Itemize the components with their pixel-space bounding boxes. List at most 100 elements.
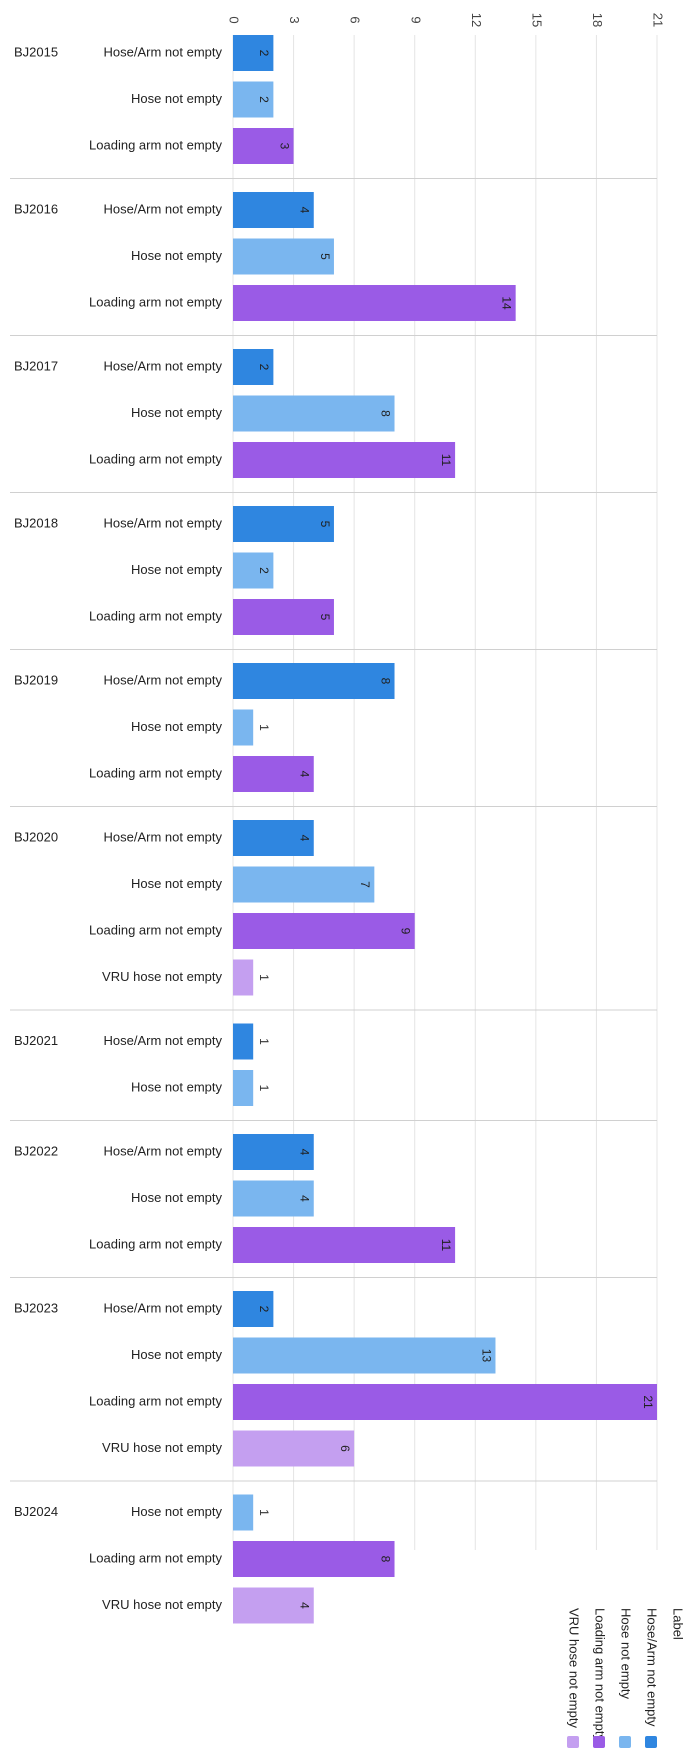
- bar-value-label: 7: [358, 881, 372, 888]
- bar-category-label: Loading arm not empty: [89, 765, 222, 780]
- bar-category-label: Hose/Arm not empty: [104, 1033, 223, 1048]
- bar-value-label: 2: [257, 96, 271, 103]
- bar-value-label: 1: [257, 1085, 271, 1092]
- x-tick-label: 12: [469, 13, 484, 27]
- group-label-BJ2020: BJ2020: [14, 829, 58, 844]
- group-label-BJ2019: BJ2019: [14, 672, 58, 687]
- group-label-BJ2016: BJ2016: [14, 201, 58, 216]
- bar-category-label: Hose not empty: [131, 91, 223, 106]
- bar-value-label: 11: [439, 454, 453, 467]
- legend-title: Label: [671, 1608, 686, 1640]
- bar-value-label: 9: [399, 928, 413, 935]
- bar-BJ2022-1: [233, 1180, 314, 1217]
- bar-value-label: 4: [298, 1602, 312, 1609]
- group-label-BJ2018: BJ2018: [14, 515, 58, 530]
- bar-BJ2019-0: [233, 663, 395, 699]
- legend-swatch: [567, 1736, 579, 1748]
- x-tick-label: 0: [227, 16, 242, 23]
- bar-BJ2021-0: [233, 1023, 254, 1060]
- bar-category-label: Loading arm not empty: [89, 922, 222, 937]
- bar-BJ2022-2: [233, 1227, 456, 1263]
- bar-BJ2018-1: [233, 552, 274, 589]
- x-axis-ticks: 0 3 6 9 12 15 18 21: [227, 13, 666, 27]
- legend-item-label: VRU hose not empty: [567, 1608, 582, 1728]
- bar-category-label: Hose not empty: [131, 1504, 223, 1519]
- bar-value-label: 4: [298, 835, 312, 842]
- bar-BJ2020-0: [233, 820, 314, 856]
- bar-BJ2024-1: [233, 1541, 395, 1577]
- bar-BJ2023-0: [233, 1291, 274, 1327]
- bar-value-label: 4: [298, 1195, 312, 1202]
- group-label-BJ2022: BJ2022: [14, 1143, 58, 1158]
- bar-value-label: 2: [257, 1306, 271, 1313]
- bar-value-label: 4: [298, 207, 312, 214]
- bar-category-label: Loading arm not empty: [89, 1550, 222, 1565]
- bar-category-label: Hose not empty: [131, 248, 223, 263]
- bar-BJ2015-1: [233, 81, 274, 118]
- bar-category-label: Loading arm not empty: [89, 451, 222, 466]
- bar-category-label: Hose/Arm not empty: [104, 44, 223, 59]
- bar-value-label: 8: [378, 1556, 392, 1563]
- bar-category-label: Loading arm not empty: [89, 1393, 222, 1408]
- bar-BJ2016-2: [233, 285, 516, 321]
- bar-category-label: Hose/Arm not empty: [104, 515, 223, 530]
- group-label-BJ2023: BJ2023: [14, 1300, 58, 1315]
- bar-category-label: Hose not empty: [131, 1190, 223, 1205]
- bar-value-label: 5: [318, 614, 332, 621]
- bar-value-label: 5: [318, 253, 332, 260]
- bar-value-label: 8: [378, 410, 392, 417]
- bar-BJ2023-1: [233, 1337, 496, 1374]
- bar-category-label: Hose/Arm not empty: [104, 672, 223, 687]
- group-separators: [10, 178, 657, 1482]
- legend-swatch: [593, 1736, 605, 1748]
- bar-category-label: Loading arm not empty: [89, 294, 222, 309]
- group-label-BJ2017: BJ2017: [14, 358, 58, 373]
- bar-category-label: Loading arm not empty: [89, 1236, 222, 1251]
- x-tick-label: 9: [408, 16, 423, 23]
- bar-category-label: Loading arm not empty: [89, 608, 222, 623]
- group-label-BJ2024: BJ2024: [14, 1504, 58, 1519]
- bar-category-label: VRU hose not empty: [102, 1597, 222, 1612]
- bar-BJ2023-2: [233, 1384, 657, 1420]
- bar-category-label: Hose not empty: [131, 719, 223, 734]
- bar-value-label: 14: [499, 296, 513, 310]
- bar-BJ2017-0: [233, 349, 274, 385]
- bar-value-label: 2: [257, 50, 271, 57]
- group-label-BJ2021: BJ2021: [14, 1033, 58, 1048]
- bar-value-label: 4: [298, 1149, 312, 1156]
- bar-value-label: 1: [257, 1509, 271, 1516]
- bar-category-label: Hose not empty: [131, 562, 223, 577]
- legend-swatch: [619, 1736, 631, 1748]
- bar-BJ2015-2: [233, 128, 294, 164]
- bar-value-label: 8: [378, 678, 392, 685]
- x-tick-label: 6: [348, 16, 363, 23]
- legend-item-label: Hose not empty: [619, 1608, 634, 1700]
- bar-BJ2024-0: [233, 1494, 254, 1531]
- bar-category-label: Hose/Arm not empty: [104, 1143, 223, 1158]
- bar-BJ2020-3: [233, 959, 254, 996]
- x-tick-label: 3: [287, 16, 302, 23]
- x-tick-label: 18: [590, 13, 605, 27]
- bar-value-label: 6: [338, 1445, 352, 1452]
- bar-category-label: Hose not empty: [131, 1347, 223, 1362]
- bar-category-label: Hose not empty: [131, 876, 223, 891]
- bar-value-label: 3: [277, 143, 291, 150]
- bar-BJ2016-1: [233, 238, 334, 275]
- bar-value-label: 4: [298, 771, 312, 778]
- bar-category-label: VRU hose not empty: [102, 969, 222, 984]
- bar-value-label: 11: [439, 1239, 453, 1252]
- bar-BJ2016-0: [233, 192, 314, 228]
- bar-BJ2017-2: [233, 442, 456, 478]
- bar-category-label: Hose/Arm not empty: [104, 201, 223, 216]
- bar-category-label: Hose/Arm not empty: [104, 358, 223, 373]
- bar-value-label: 1: [257, 974, 271, 981]
- bar-BJ2017-1: [233, 395, 395, 432]
- bar-value-label: 21: [641, 1395, 655, 1409]
- x-tick-label: 21: [651, 13, 666, 27]
- bar-category-label: Hose not empty: [131, 405, 223, 420]
- group-label-BJ2015: BJ2015: [14, 44, 58, 59]
- legend: Label Hose/Arm not empty Hose not empty Loa…: [567, 1608, 686, 1748]
- bar-BJ2019-2: [233, 756, 314, 792]
